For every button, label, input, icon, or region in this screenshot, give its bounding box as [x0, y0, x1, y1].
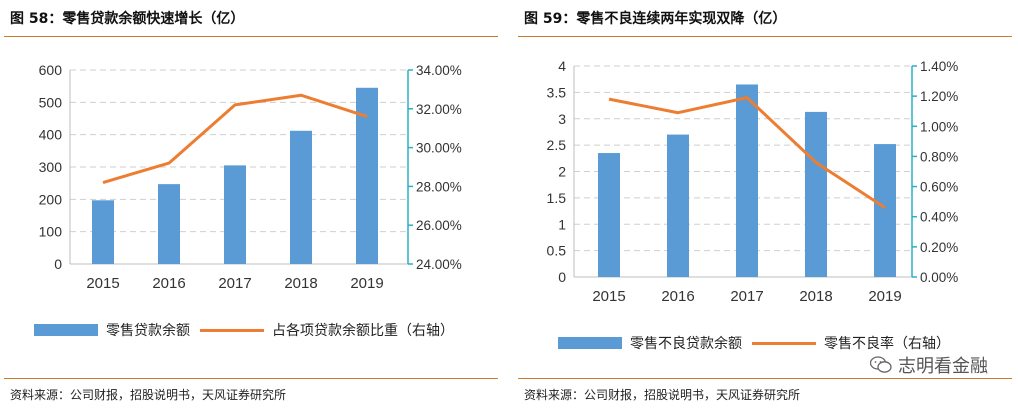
y-tick-label: 1.5: [547, 190, 567, 206]
x-tick-label: 2015: [592, 288, 625, 305]
chart-title: 图 58：零售贷款余额快速增长（亿）: [10, 11, 245, 27]
legend-item-line: 零售不良率（右轴）: [752, 333, 950, 353]
y-tick-label: 300: [39, 159, 63, 175]
title-rule: [4, 36, 498, 37]
series-line: [102, 93, 368, 184]
y2-tick-label: 30.00%: [416, 141, 462, 156]
y2-tick-label: 0.00%: [920, 270, 958, 285]
y2-tick-label: 1.40%: [920, 59, 958, 74]
legend-item-bar: 零售不良贷款余额: [558, 333, 742, 353]
bar: [874, 144, 896, 277]
y-tick-label: 0.5: [547, 243, 567, 259]
x-tick-label: 2019: [350, 275, 383, 290]
y-tick-label: 500: [39, 94, 63, 110]
watermark: 志明看金融: [870, 352, 988, 378]
y2-tick-label: 28.00%: [416, 179, 462, 194]
x-tick-label: 2015: [86, 275, 119, 290]
y-tick-label: 2: [558, 164, 566, 180]
legend-label-line: 占各项贷款余额比重（右轴）: [272, 323, 454, 339]
legend-item-bar: 零售贷款余额: [34, 320, 190, 340]
legend-label-bar: 零售不良贷款余额: [630, 336, 742, 352]
legend-swatch-line: [200, 328, 264, 332]
bar: [158, 184, 180, 264]
npl-chart: 0 0.5 1 1.5 2 2.5 3 3.5 4 0.00% 0.20% 0.40% 0.60% 0.8…: [547, 58, 959, 305]
x-tick-label: 2016: [152, 275, 185, 290]
loan-balance-chart: 0 100 200 300 400 500 600 24.00% 26.00% 28.00% 30.…: [39, 62, 462, 290]
y-tick-label: 100: [39, 224, 63, 240]
source-note: 资料来源：公司财报，招股说明书，天风证券研究所: [524, 388, 801, 402]
bar: [356, 87, 378, 265]
bar: [598, 153, 620, 277]
y-tick-label: 1: [558, 216, 566, 232]
y-tick-label: 3: [558, 111, 566, 127]
series-line: [608, 96, 886, 209]
legend-label-bar: 零售贷款余额: [106, 323, 190, 339]
y-tick-label: 2.5: [547, 137, 567, 153]
y-tick-label: 0: [54, 256, 62, 272]
bar: [805, 111, 827, 277]
chart-legend: 零售贷款余额 占各项贷款余额比重（右轴）: [34, 320, 464, 340]
y-tick-label: 600: [39, 62, 63, 78]
source-note: 资料来源：公司财报，招股说明书，天风证券研究所: [10, 388, 287, 402]
legend-swatch-line: [752, 341, 816, 345]
x-tick-label: 2017: [730, 288, 763, 305]
x-tick-label: 2016: [661, 288, 694, 305]
legend-item-line: 占各项贷款余额比重（右轴）: [200, 320, 454, 340]
y2-tick-label: 0.40%: [920, 210, 958, 225]
y2-tick-label: 34.00%: [416, 63, 462, 78]
legend-label-line: 零售不良率（右轴）: [824, 336, 950, 352]
bar: [290, 130, 312, 264]
y2-tick-label: 0.20%: [920, 240, 958, 255]
y-tick-label: 400: [39, 127, 63, 143]
y2-tick-label: 1.00%: [920, 119, 958, 134]
y-tick-label: 3.5: [547, 84, 567, 100]
y2-tick-label: 0.80%: [920, 149, 958, 164]
x-tick-label: 2018: [284, 275, 317, 290]
chart-legend: 零售不良贷款余额 零售不良率（右轴）: [558, 333, 960, 353]
x-tick-label: 2018: [799, 288, 832, 305]
x-tick-label: 2017: [218, 275, 251, 290]
bar: [736, 84, 758, 278]
watermark-text: 志明看金融: [898, 356, 988, 377]
chart-panel-loan-balance: 图 58：零售贷款余额快速增长（亿） 0 100 200 300 400 500 600 24…: [4, 0, 500, 411]
chart-title: 图 59：零售不良连续两年实现双降（亿）: [524, 11, 787, 27]
y2-tick-label: 0.60%: [920, 180, 958, 195]
legend-swatch-bar: [558, 337, 622, 349]
x-tick-label: 2019: [868, 288, 901, 305]
y2-tick-label: 26.00%: [416, 218, 462, 233]
y2-tick-label: 32.00%: [416, 102, 462, 117]
wechat-icon: [870, 356, 892, 373]
bar: [667, 134, 689, 277]
y-tick-label: 4: [558, 58, 566, 74]
chart-panel-npl: 图 59：零售不良连续两年实现双降（亿） 0 0.5 1 1.5 2 2.5 3 3.5 4 0.…: [518, 0, 1014, 411]
source-rule: [4, 378, 498, 379]
source-rule: [518, 378, 1012, 379]
y2-tick-label: 24.00%: [416, 257, 462, 272]
title-rule: [518, 36, 1012, 37]
legend-swatch-bar: [34, 324, 98, 336]
bar: [224, 165, 246, 264]
y-tick-label: 0: [558, 269, 566, 285]
y-tick-label: 200: [39, 191, 63, 207]
bar: [92, 200, 114, 264]
y2-tick-label: 1.20%: [920, 89, 958, 104]
